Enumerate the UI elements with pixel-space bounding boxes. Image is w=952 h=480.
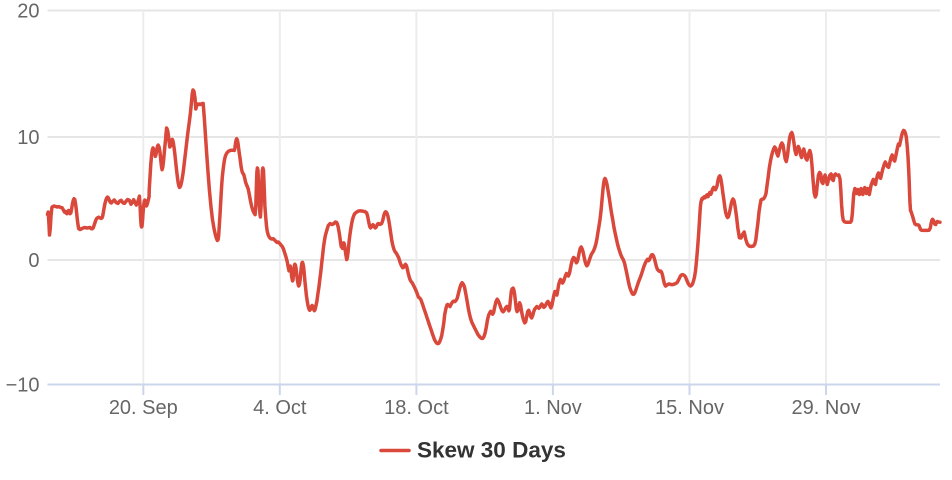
- svg-text:20: 20: [17, 1, 39, 23]
- svg-text:10: 10: [17, 127, 39, 149]
- svg-text:18. Oct: 18. Oct: [384, 397, 449, 419]
- svg-text:29. Nov: 29. Nov: [792, 397, 861, 419]
- svg-text:4. Oct: 4. Oct: [253, 397, 307, 419]
- svg-text:0: 0: [28, 250, 39, 272]
- svg-text:1. Nov: 1. Nov: [524, 397, 582, 419]
- svg-text:20. Sep: 20. Sep: [109, 397, 178, 419]
- svg-text:15. Nov: 15. Nov: [655, 397, 724, 419]
- svg-text:−10: −10: [6, 375, 40, 397]
- svg-text:Skew 30 Days: Skew 30 Days: [417, 438, 566, 463]
